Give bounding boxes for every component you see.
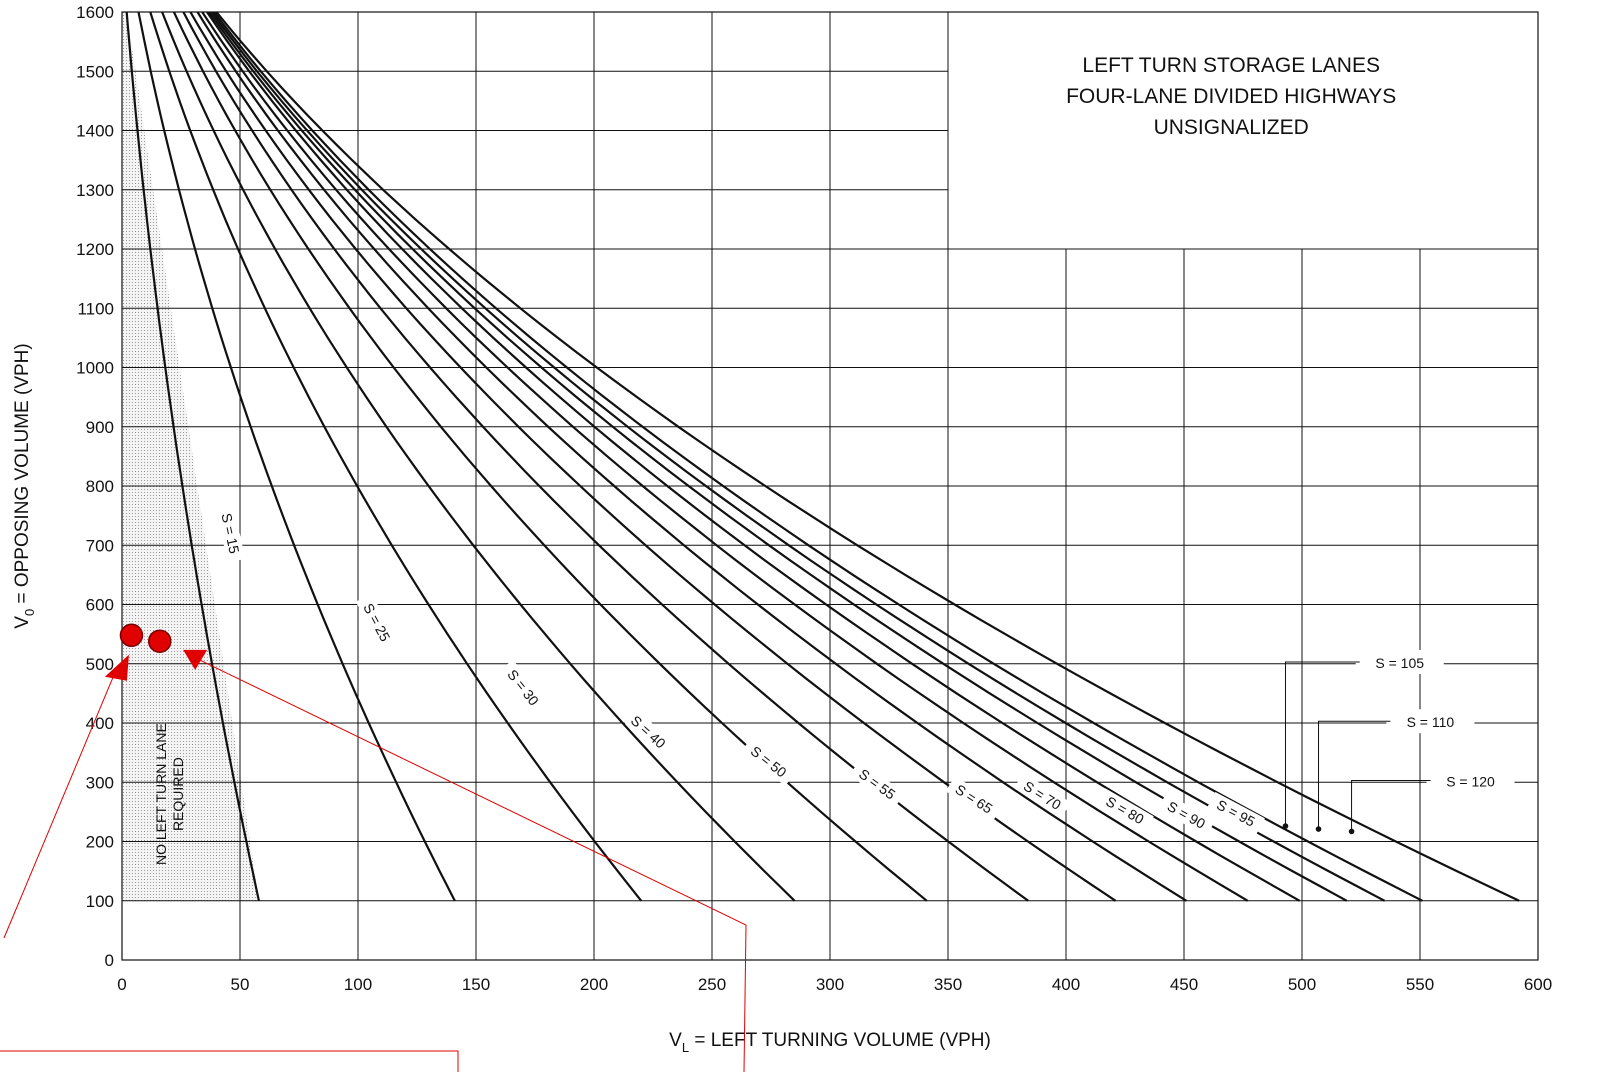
- x-tick-label: 350: [934, 975, 962, 994]
- y-axis-title: V0 = OPPOSING VOLUME (VPH): [12, 343, 37, 628]
- y-tick-label: 1500: [76, 62, 114, 81]
- leader-dot: [1315, 826, 1322, 832]
- curve-s40: [161, 11, 796, 902]
- y-tick-label: 500: [86, 655, 114, 674]
- x-tick-label: 250: [698, 975, 726, 994]
- data-marker-triangle: [183, 649, 208, 670]
- x-tick-label: 400: [1052, 975, 1080, 994]
- leader-label-bg: [1426, 768, 1515, 793]
- data-marker-triangle: [104, 654, 129, 681]
- curve-s110: [213, 11, 1423, 902]
- no-left-turn-zone: [122, 12, 259, 901]
- x-tick-label: 600: [1524, 975, 1552, 994]
- annotation-leader-1: [3, 672, 116, 939]
- x-tick-label: 500: [1288, 975, 1316, 994]
- x-tick-label: 150: [462, 975, 490, 994]
- y-tick-label: 800: [86, 477, 114, 496]
- data-marker-circle: [119, 623, 144, 648]
- leader-label-bg: [1355, 649, 1444, 674]
- curve-s95: [208, 11, 1348, 902]
- curve-label-bg: [1096, 788, 1154, 832]
- curve-s25: [137, 11, 456, 902]
- curve-label-bg: [1157, 793, 1216, 837]
- curve-s90: [206, 11, 1301, 902]
- y-tick-label: 900: [86, 418, 114, 437]
- y-tick-label: 1600: [76, 3, 114, 22]
- curve-s30: [149, 11, 643, 902]
- y-tick-label: 600: [86, 596, 114, 615]
- leader-label: S = 110: [1407, 714, 1455, 730]
- y-tick-label: 1400: [76, 122, 114, 141]
- curve-label: S = 25: [360, 600, 393, 644]
- leader-label: S = 120: [1446, 773, 1495, 789]
- x-tick-label: 550: [1406, 975, 1434, 994]
- curve-s15: [125, 11, 260, 902]
- y-tick-label: 100: [86, 892, 114, 911]
- x-tick-label: 0: [117, 975, 126, 994]
- curve-label: S = 30: [504, 666, 542, 708]
- y-tick-label: 0: [105, 951, 114, 970]
- curve-s105: [210, 11, 1386, 902]
- leader-line: [1351, 779, 1431, 832]
- curve-label-bg: [621, 706, 676, 758]
- curve-label-bg: [1206, 791, 1265, 835]
- zone-label: NO LEFT TURN LANEREQUIRED: [153, 723, 186, 865]
- chart-title-line: UNSIGNALIZED: [1154, 116, 1309, 139]
- leader-label: S = 105: [1375, 655, 1424, 671]
- leader-dot: [1282, 823, 1289, 829]
- curve-label-bg: [355, 593, 398, 652]
- curve-label: S = 95: [1214, 796, 1258, 829]
- curve-label-bg: [498, 659, 548, 716]
- curve-s55: [182, 11, 1029, 902]
- x-tick-label: 200: [580, 975, 608, 994]
- curve-label: S = 50: [748, 743, 790, 781]
- plot-frame: [121, 11, 1539, 961]
- curve-label-bg: [215, 504, 246, 563]
- leader-line: [1318, 720, 1391, 830]
- curve-s120: [215, 11, 1520, 902]
- chart-title-line: FOUR-LANE DIVIDED HIGHWAYS: [1066, 85, 1396, 108]
- data-marker-circle: [148, 629, 172, 653]
- x-tick-label: 300: [816, 975, 844, 994]
- annotation-leader-2: [194, 657, 747, 1072]
- x-tick-label: 450: [1170, 975, 1198, 994]
- curve-label-bg: [1013, 772, 1071, 818]
- x-tick-label: 100: [344, 975, 372, 994]
- chart-title-line: LEFT TURN STORAGE LANES: [1082, 54, 1380, 77]
- curve-s80: [201, 11, 1249, 902]
- y-tick-label: 300: [86, 773, 114, 792]
- curve-s70: [196, 11, 1187, 902]
- y-tick-label: 400: [86, 714, 114, 733]
- y-tick-label: 1200: [76, 240, 114, 259]
- leader-dot: [1348, 828, 1355, 835]
- leader-label-bg: [1386, 709, 1475, 734]
- annotation-box-edge: [0, 1050, 459, 1072]
- x-axis-title: VL = LEFT TURNING VOLUME (VPH): [669, 1030, 991, 1055]
- y-tick-label: 1300: [76, 181, 114, 200]
- y-tick-label: 200: [86, 833, 114, 852]
- y-tick-label: 1000: [76, 359, 114, 378]
- leader-line: [1284, 661, 1360, 827]
- curve-s65: [189, 11, 1117, 902]
- x-tick-label: 50: [231, 975, 250, 994]
- curve-label: S = 40: [628, 712, 669, 751]
- y-tick-label: 700: [86, 536, 114, 555]
- curve-label-bg: [849, 760, 906, 808]
- curve-label-bg: [741, 737, 797, 786]
- y-tick-label: 1100: [77, 299, 114, 318]
- curve-label-bg: [945, 776, 1003, 822]
